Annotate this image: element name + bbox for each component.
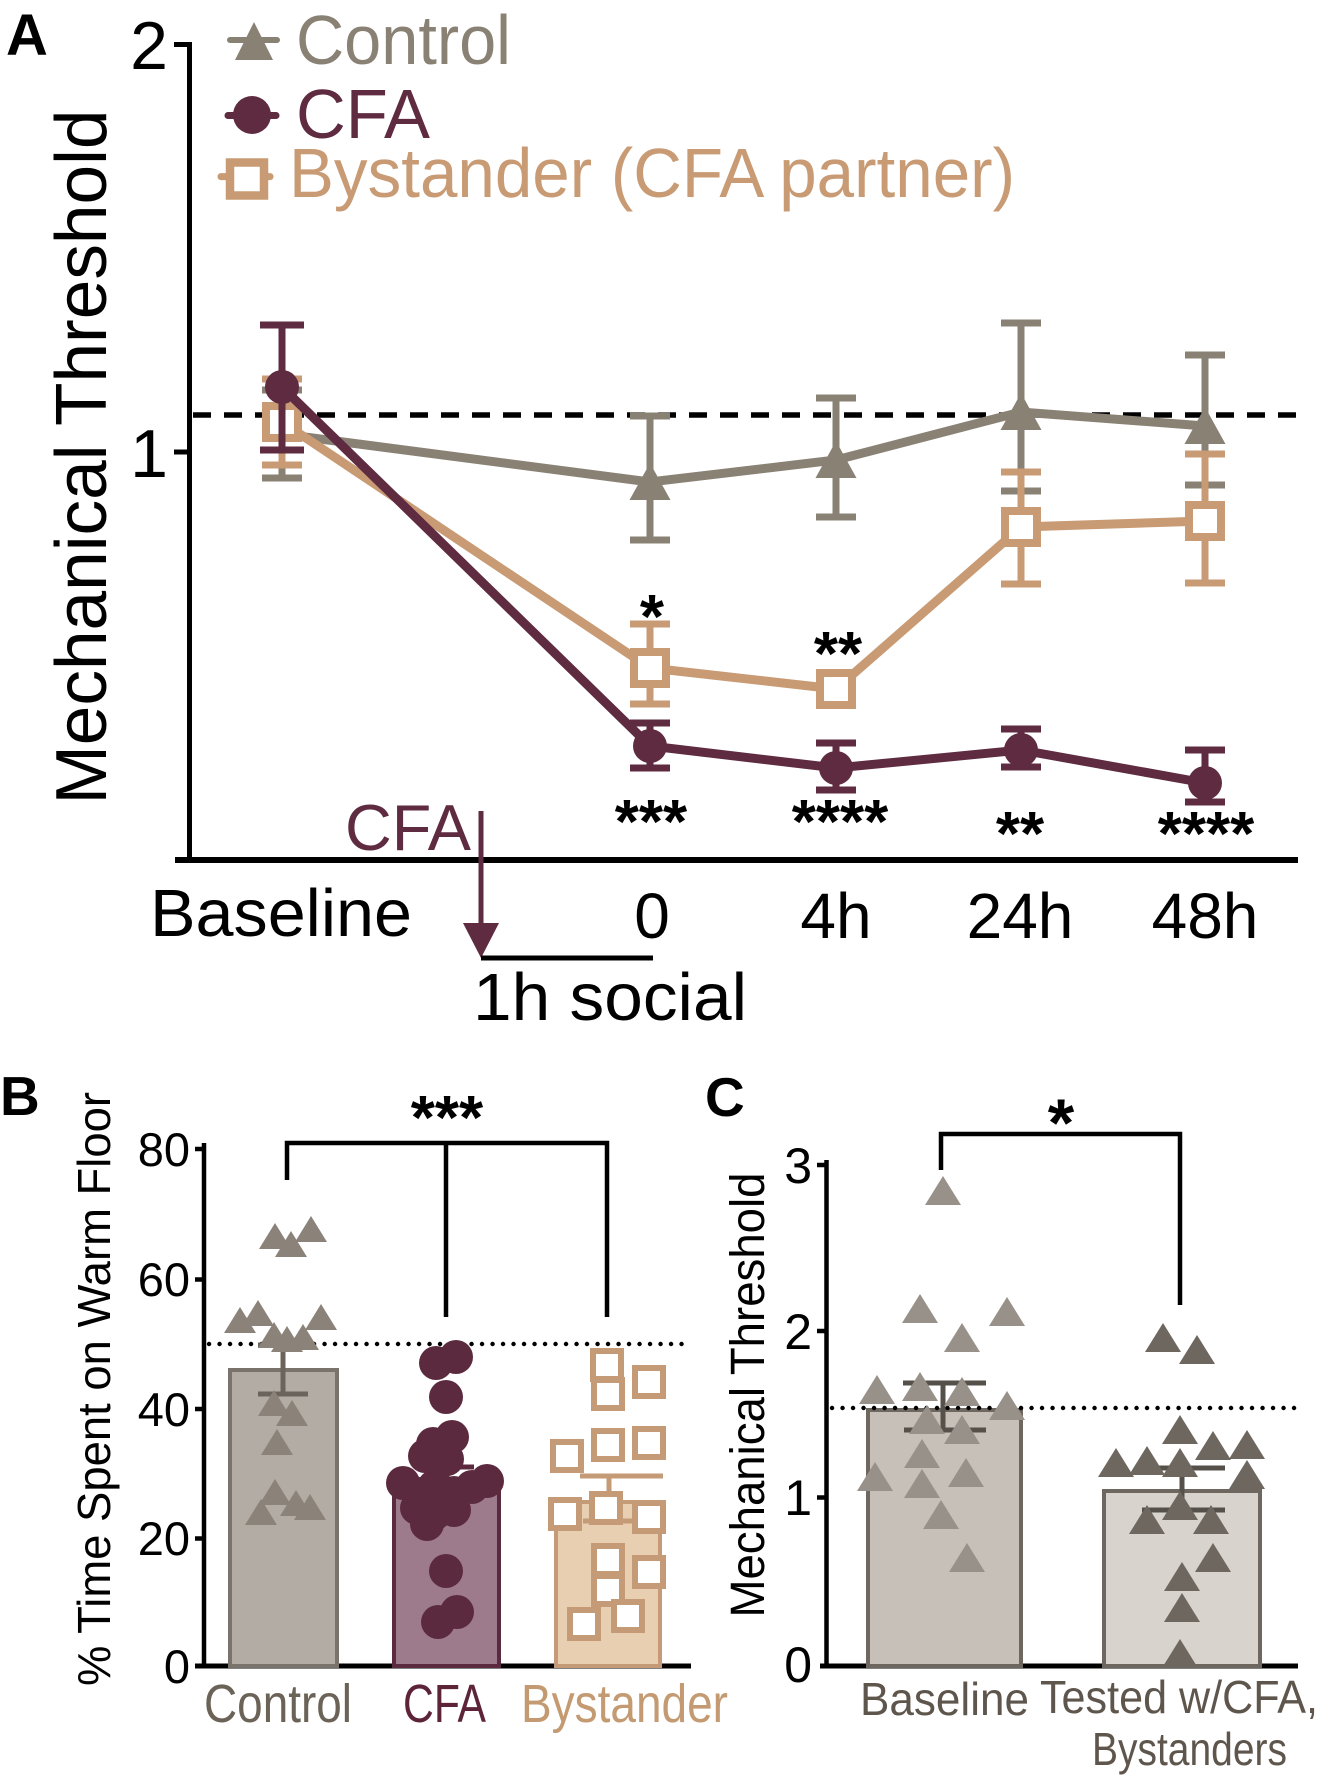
svg-text:Bystanders: Bystanders <box>1092 1723 1287 1775</box>
svg-text:**: ** <box>814 620 863 689</box>
svg-text:****: **** <box>1158 800 1255 869</box>
svg-text:Bystander: Bystander <box>521 1674 728 1734</box>
svg-text:3: 3 <box>784 1138 812 1194</box>
svg-text:CFA: CFA <box>296 75 430 153</box>
svg-text:***: *** <box>615 788 688 857</box>
svg-text:Control: Control <box>296 1 511 79</box>
svg-text:*: * <box>640 583 665 652</box>
svg-text:Bystander (CFA partner): Bystander (CFA partner) <box>289 134 1015 212</box>
svg-text:CFA: CFA <box>345 791 472 864</box>
svg-text:Baseline: Baseline <box>860 1673 1029 1725</box>
svg-text:Mechanical Threshold: Mechanical Threshold <box>42 110 122 805</box>
svg-text:% Time Spent on Warm Floor: % Time Spent on Warm Floor <box>68 1092 120 1686</box>
svg-text:24h: 24h <box>967 880 1074 952</box>
svg-text:Control: Control <box>204 1674 352 1734</box>
svg-text:2: 2 <box>784 1304 812 1360</box>
svg-text:40: 40 <box>138 1383 190 1436</box>
svg-text:1h social: 1h social <box>473 960 747 1035</box>
svg-text:60: 60 <box>138 1253 190 1306</box>
svg-text:A: A <box>6 3 48 68</box>
svg-text:48h: 48h <box>1152 880 1259 952</box>
svg-text:2: 2 <box>130 8 168 84</box>
svg-text:Tested w/CFA,: Tested w/CFA, <box>1040 1671 1318 1723</box>
svg-text:1: 1 <box>784 1470 812 1526</box>
svg-text:20: 20 <box>138 1512 190 1565</box>
svg-text:**: ** <box>996 800 1045 869</box>
svg-text:4h: 4h <box>800 880 871 952</box>
svg-text:C: C <box>705 1066 745 1128</box>
svg-text:***: *** <box>411 1084 484 1153</box>
svg-text:B: B <box>0 1065 40 1127</box>
svg-text:Mechanical Threshold: Mechanical Threshold <box>722 1173 775 1618</box>
svg-text:****: **** <box>792 788 889 857</box>
svg-text:80: 80 <box>138 1123 190 1176</box>
svg-text:0: 0 <box>784 1637 812 1693</box>
svg-text:0: 0 <box>634 880 670 952</box>
svg-text:0: 0 <box>164 1640 190 1693</box>
svg-text:1: 1 <box>130 416 168 492</box>
svg-text:*: * <box>1048 1085 1075 1161</box>
svg-text:CFA: CFA <box>403 1674 486 1734</box>
svg-text:Baseline: Baseline <box>150 876 412 951</box>
